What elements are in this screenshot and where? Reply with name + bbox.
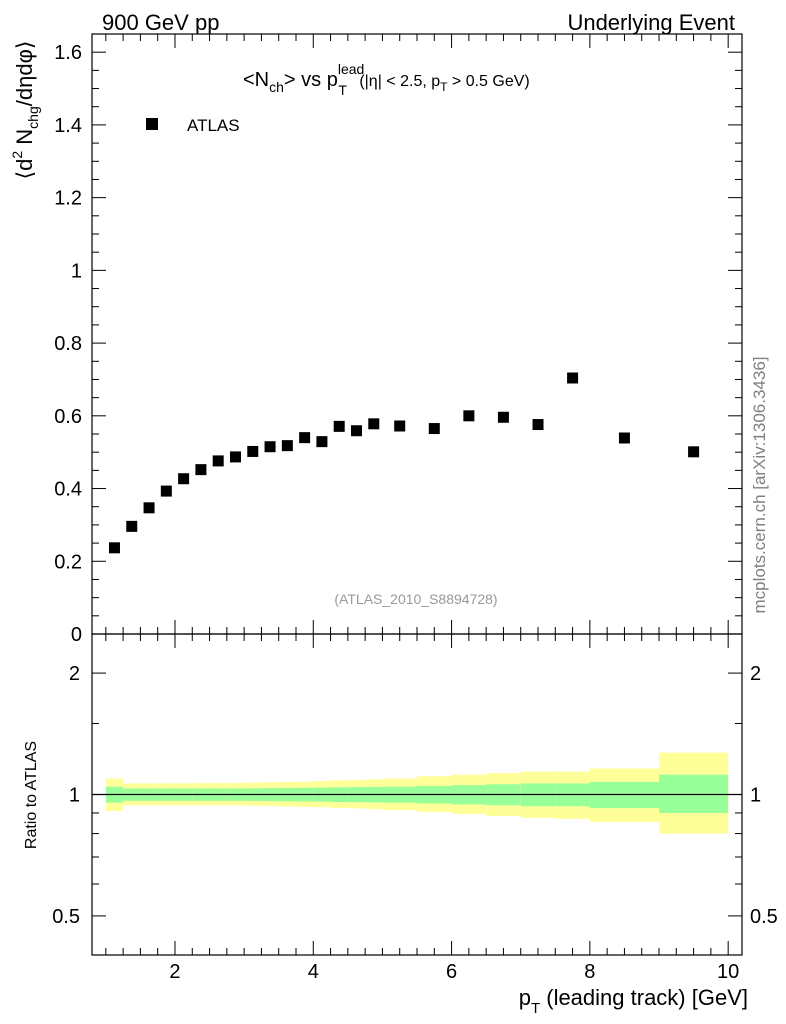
data-point: [212, 455, 224, 467]
data-point: [394, 420, 406, 432]
header-left: 900 GeV pp: [102, 10, 219, 35]
ratio-bands: [92, 752, 742, 834]
main-y-tick-label: 1: [71, 260, 82, 282]
main-y-tick-label: 0: [71, 624, 82, 646]
data-point: [350, 425, 362, 437]
data-point: [247, 445, 259, 457]
legend-label: ATLAS: [187, 116, 240, 135]
main-y-tick-label: 0.8: [54, 333, 82, 355]
data-point: [299, 432, 311, 444]
side-label: mcplots.cern.ch [arXiv:1306.3436]: [750, 356, 769, 613]
data-point: [333, 420, 345, 432]
main-y-tick-label: 1.4: [54, 115, 82, 137]
ratio-y-tick-label-right: 0.5: [750, 906, 778, 928]
data-point: [264, 441, 276, 453]
ratio-y-axis-label: Ratio to ATLAS: [23, 741, 40, 849]
data-point: [229, 451, 241, 463]
ratio-y-tick-label: 1: [69, 785, 80, 807]
data-point: [567, 372, 579, 384]
main-y-tick-label: 1.6: [54, 42, 82, 64]
axis-ticks: [92, 33, 742, 956]
data-point: [316, 436, 328, 448]
header-right: Underlying Event: [567, 10, 735, 35]
main-y-axis-label: ⟨d2 Nchg/dηdφ⟩: [9, 41, 41, 180]
data-point: [160, 485, 172, 497]
data-points: [108, 372, 700, 554]
ratio-y-tick-label: 0.5: [52, 906, 80, 928]
data-point: [618, 432, 630, 444]
x-tick-label: 10: [717, 961, 739, 983]
main-y-tick-label: 0.4: [54, 479, 82, 501]
ratio-y-tick-label: 2: [69, 663, 80, 685]
data-point: [195, 464, 207, 476]
data-point: [428, 423, 440, 435]
data-point: [126, 520, 138, 532]
data-point: [497, 411, 509, 423]
ratio-frame: [91, 633, 743, 956]
x-axis-label: pT (leading track) [GeV]: [519, 985, 748, 1017]
data-point: [281, 440, 293, 452]
ratio-y-tick-label-right: 1: [750, 785, 761, 807]
x-tick-label: 2: [169, 961, 180, 983]
data-point: [108, 542, 120, 554]
analysis-label: (ATLAS_2010_S8894728): [334, 591, 497, 607]
data-point: [368, 418, 380, 430]
data-point: [532, 419, 544, 431]
x-tick-label: 8: [584, 961, 595, 983]
main-y-tick-label: 0.6: [54, 406, 82, 428]
data-point: [178, 473, 190, 485]
plot-title: <Nch> vs plead T (|η| < 2.5, pT > 0.5 GeV…: [243, 61, 530, 98]
x-tick-label: 4: [308, 961, 319, 983]
data-point: [688, 446, 700, 458]
ratio-band-inner: [659, 774, 729, 813]
legend-marker: [146, 118, 158, 130]
data-point: [143, 502, 155, 514]
main-y-tick-label: 0.2: [54, 551, 82, 573]
x-tick-label: 6: [446, 961, 457, 983]
ratio-y-tick-label-right: 2: [750, 663, 761, 685]
main-y-tick-label: 1.2: [54, 188, 82, 210]
data-point: [463, 410, 475, 422]
